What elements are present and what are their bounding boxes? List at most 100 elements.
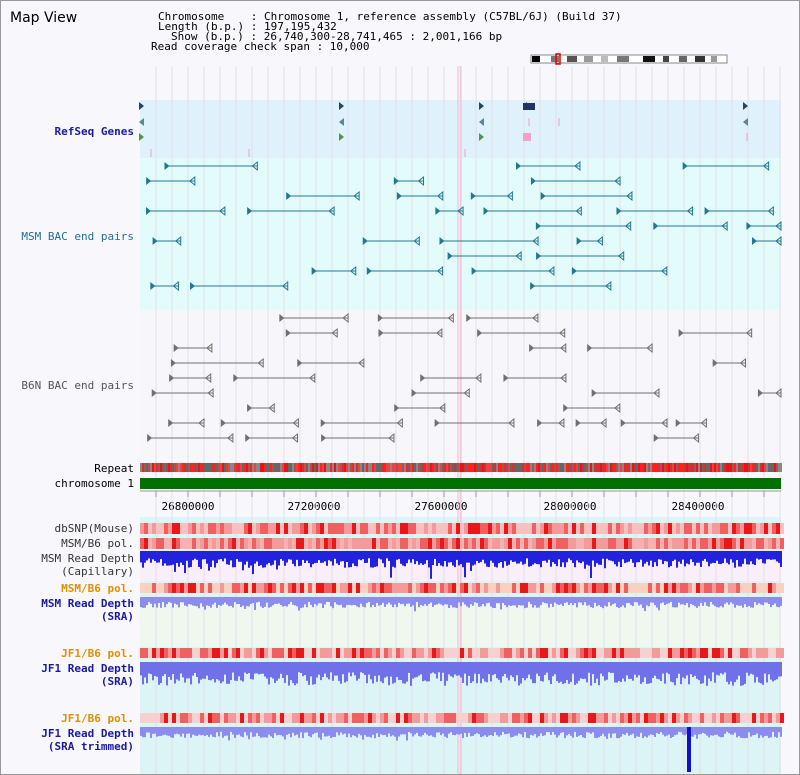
- pol-cell: [580, 648, 584, 658]
- pol-cell: [412, 583, 416, 593]
- msm-sra-depth-bar: [534, 597, 536, 606]
- pol-cell: [220, 713, 224, 723]
- jf1-sra-depth-bar: [690, 662, 692, 675]
- jf1-trimmed-depth-bar: [216, 727, 218, 733]
- repeat-segment: [228, 463, 230, 472]
- jf1-sra-depth-bar: [676, 662, 678, 679]
- jf1-trimmed-depth-bar: [334, 727, 336, 738]
- pol-cell: [512, 713, 516, 723]
- msm-sra-depth-bar: [650, 597, 652, 603]
- repeat-segment: [612, 463, 614, 472]
- capillary-depth-bar: [348, 551, 350, 568]
- msm-sra-depth-bar: [444, 597, 446, 605]
- pol-cell: [144, 538, 148, 549]
- msm-sra-depth-bar: [462, 597, 464, 603]
- capillary-depth-bar: [362, 551, 364, 560]
- pol-cell: [668, 713, 672, 723]
- bac-end-marker: [463, 387, 470, 399]
- pol-cell: [692, 538, 696, 549]
- pol-cell: [164, 713, 168, 723]
- pol-cell: [280, 713, 284, 723]
- capillary-depth-bar: [400, 551, 402, 564]
- chromosome-ideogram[interactable]: [529, 53, 729, 65]
- jf1-sra-depth-bar: [332, 662, 334, 681]
- jf1-sra-depth-bar: [558, 662, 560, 683]
- heat-tracks: [140, 523, 784, 723]
- repeat-segment: [224, 463, 226, 472]
- jf1-trimmed-depth-bar: [302, 727, 304, 739]
- msm-sra-depth-bar: [600, 597, 602, 607]
- jf1-trimmed-depth-bar: [758, 727, 760, 739]
- pol-cell: [548, 583, 552, 593]
- msm-sra-depth-bar: [228, 597, 230, 607]
- pol-cell: [184, 648, 188, 658]
- dbsnp-cell: [596, 523, 600, 534]
- jf1-sra-depth-bar: [392, 662, 394, 684]
- pol-cell: [176, 648, 180, 658]
- msm-sra-depth-bar: [354, 597, 356, 606]
- capillary-depth-bar: [226, 551, 228, 565]
- pol-cell: [732, 538, 736, 549]
- msm-sra-depth-bar: [150, 597, 152, 604]
- msm-sra-depth-bar: [350, 597, 352, 606]
- jf1-sra-depth-bar: [288, 662, 290, 686]
- jf1-trimmed-depth-bar: [350, 727, 352, 738]
- jf1-trimmed-depth-bar: [656, 727, 658, 734]
- jf1-sra-depth-bar: [722, 662, 724, 675]
- pol-cell: [280, 583, 284, 593]
- jf1-trimmed-depth-bar: [476, 727, 478, 734]
- msm-sra-depth-bar: [414, 597, 416, 612]
- msm-sra-depth-bar: [682, 597, 684, 605]
- dbsnp-cell: [432, 523, 436, 534]
- pol-cell: [684, 648, 688, 658]
- repeat-segment: [242, 463, 244, 472]
- dbsnp-cell: [196, 523, 200, 534]
- dbsnp-cell: [324, 523, 328, 534]
- msm-sra-depth-bar: [552, 597, 554, 607]
- repeat-segment: [574, 463, 576, 472]
- capillary-depth-bar: [474, 551, 476, 565]
- pol-cell: [560, 538, 564, 549]
- jf1-trimmed-depth-bar: [202, 727, 204, 736]
- msm-sra-depth-bar: [360, 597, 362, 604]
- bac-end-marker: [378, 329, 384, 337]
- pol-cell: [404, 583, 408, 593]
- jf1-trimmed-depth-bar: [274, 727, 276, 734]
- pol-cell: [760, 713, 764, 723]
- msm-sra-depth-bar: [268, 597, 270, 608]
- capillary-depth-bar: [164, 551, 166, 564]
- repeat-segment: [208, 463, 210, 472]
- repeat-segment: [384, 463, 386, 472]
- jf1-sra-depth-bar: [330, 662, 332, 673]
- jf1-sra-depth-bar: [442, 662, 444, 673]
- msm-sra-depth-bar: [142, 597, 144, 608]
- jf1-trimmed-depth-bar: [694, 727, 696, 735]
- pol-cell: [716, 538, 720, 549]
- jf1-trimmed-depth-bar: [560, 727, 562, 733]
- pol-cell: [348, 713, 352, 723]
- pol-cell: [664, 713, 668, 723]
- repeat-segment: [428, 463, 430, 472]
- bac-end-marker: [321, 434, 327, 442]
- msm-sra-depth-bar: [260, 597, 262, 607]
- pol-cell: [712, 713, 716, 723]
- repeat-segment: [606, 463, 608, 472]
- pol-cell: [632, 538, 636, 549]
- capillary-depth-bar: [756, 551, 758, 559]
- msm-sra-depth-bar: [744, 597, 746, 605]
- capillary-depth-bar: [600, 551, 602, 565]
- capillary-depth-bar: [744, 551, 746, 559]
- jf1-sra-depth-bar: [502, 662, 504, 677]
- pol-cell: [588, 713, 592, 723]
- bac-end-marker: [151, 389, 157, 397]
- jf1-trimmed-depth-bar: [206, 727, 208, 735]
- capillary-depth-bar: [716, 551, 718, 561]
- repeat-segment: [704, 463, 706, 472]
- msm-sra-depth-bar: [312, 597, 314, 608]
- bac-end-marker: [620, 419, 626, 427]
- jf1-sra-depth-bar: [778, 662, 780, 677]
- jf1-trimmed-depth-bar: [358, 727, 360, 734]
- capillary-depth-bar: [746, 551, 748, 565]
- jf1-trimmed-depth-bar: [726, 727, 728, 732]
